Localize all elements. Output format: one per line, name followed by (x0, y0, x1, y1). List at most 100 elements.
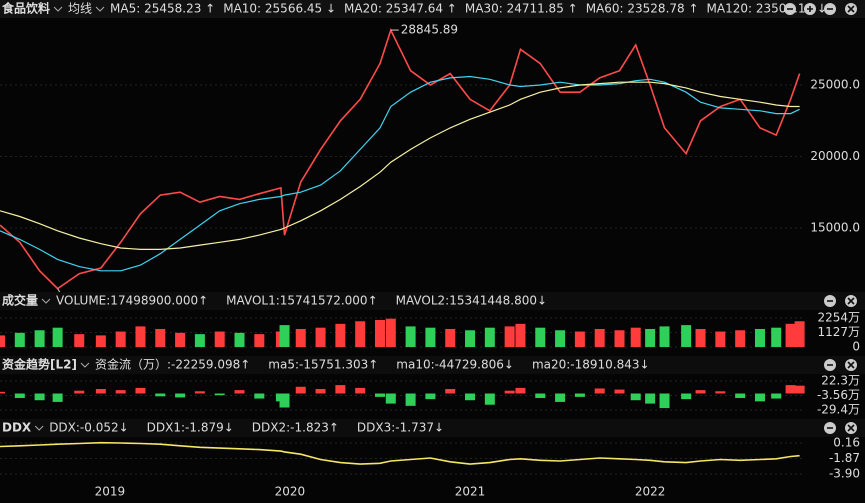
y-tick-label: 1127万 (817, 325, 860, 339)
bar (214, 331, 225, 347)
panel-title[interactable]: 成交量 (2, 293, 38, 308)
bar (630, 327, 641, 347)
bar (52, 393, 63, 402)
indicator: MA10: 25566.45 ↓ (223, 2, 336, 16)
panel-header-bg (0, 419, 865, 437)
series-line (0, 441, 800, 465)
dropdown-arrow (41, 298, 51, 304)
bar (645, 393, 656, 404)
bar (794, 321, 805, 347)
dropdown-arrow (80, 362, 90, 368)
bar (445, 389, 456, 394)
indicator: DDX:-0.052↓ (49, 421, 128, 435)
bar (594, 388, 605, 394)
bar (771, 327, 782, 347)
panel-header-bg (0, 292, 865, 310)
indicator: 资金流（万）:-22259.098↑ (95, 357, 250, 372)
bar (785, 385, 796, 394)
bar (484, 327, 495, 347)
bar (74, 390, 85, 394)
bar (555, 393, 566, 402)
bar (335, 323, 346, 347)
bar (405, 326, 416, 347)
bar (771, 393, 782, 399)
panel-title[interactable]: 食品饮料 (1, 1, 50, 16)
bar (515, 387, 526, 394)
point-label: 28845.89 (401, 23, 458, 37)
bar (254, 334, 265, 347)
bar (681, 325, 692, 347)
indicator: DDX1:-1.879↓ (147, 421, 234, 435)
bar (465, 330, 476, 347)
bar (614, 330, 625, 347)
indicator: ma20:-18910.843↓ (532, 358, 650, 372)
header-icon-glyph (807, 6, 813, 12)
header-icon-glyph (847, 361, 855, 369)
indicator: MA120: 23507.18 ↓ (707, 2, 827, 16)
bar (535, 327, 546, 347)
header-icon-glyph (847, 297, 855, 305)
mode-label[interactable]: 均线 (68, 2, 92, 16)
y-tick-label: 15000.0 (810, 220, 860, 234)
bar (385, 318, 396, 347)
y-tick-label: 22.3万 (821, 374, 860, 388)
y-tick-label: -29.4万 (817, 402, 860, 416)
bar (315, 389, 326, 394)
bar (295, 386, 306, 394)
y-tick-label: -3.56万 (817, 388, 860, 402)
y-tick-label: 0 (852, 339, 860, 353)
bar (34, 330, 45, 347)
bar (279, 393, 290, 408)
panel-header-bg (0, 356, 865, 374)
x-tick-label: 2019 (95, 485, 126, 499)
bar (385, 393, 396, 404)
bar (0, 391, 5, 394)
bar (659, 326, 670, 347)
y-tick-label: 25000.0 (810, 78, 860, 92)
bar (279, 325, 290, 347)
panel-title[interactable]: 资金趋势[L2] (2, 357, 77, 372)
bar (52, 327, 63, 347)
bar (374, 319, 385, 347)
bar (315, 327, 326, 347)
bar (0, 335, 5, 347)
bar (794, 385, 805, 394)
bar (535, 393, 546, 398)
bar (355, 387, 366, 394)
bar (115, 331, 126, 347)
bar (425, 327, 436, 347)
bar (715, 391, 726, 394)
bar (254, 393, 265, 399)
header-icon-glyph (847, 424, 855, 432)
bar (155, 328, 166, 347)
bar (214, 393, 225, 396)
bar (754, 393, 765, 402)
bar (74, 334, 85, 347)
indicator: MA20: 25347.64 ↑ (344, 2, 457, 16)
bar (735, 393, 746, 398)
series-line (0, 75, 800, 272)
bar (194, 391, 205, 394)
bar (194, 334, 205, 347)
indicator: MAVOL2:15341448.800↓ (396, 294, 547, 308)
x-tick-label: 2021 (455, 485, 486, 499)
bar (515, 323, 526, 347)
indicator: ma10:-44729.806↓ (396, 358, 514, 372)
bar (645, 328, 656, 347)
bar (175, 332, 186, 347)
bar (135, 387, 146, 394)
bar (295, 328, 306, 347)
bar (659, 393, 670, 409)
bar (355, 321, 366, 347)
y-tick-label: -3.90 (829, 467, 860, 481)
y-tick-label: 20000.0 (810, 149, 860, 163)
indicator: MAVOL1:15741572.000↑ (226, 294, 377, 308)
series-line (0, 81, 800, 250)
bar (374, 393, 385, 397)
bar (155, 393, 166, 397)
bar (234, 390, 245, 394)
panel-title[interactable]: DDX (2, 421, 32, 435)
bar (34, 393, 45, 401)
panel-header-bg (0, 0, 865, 18)
